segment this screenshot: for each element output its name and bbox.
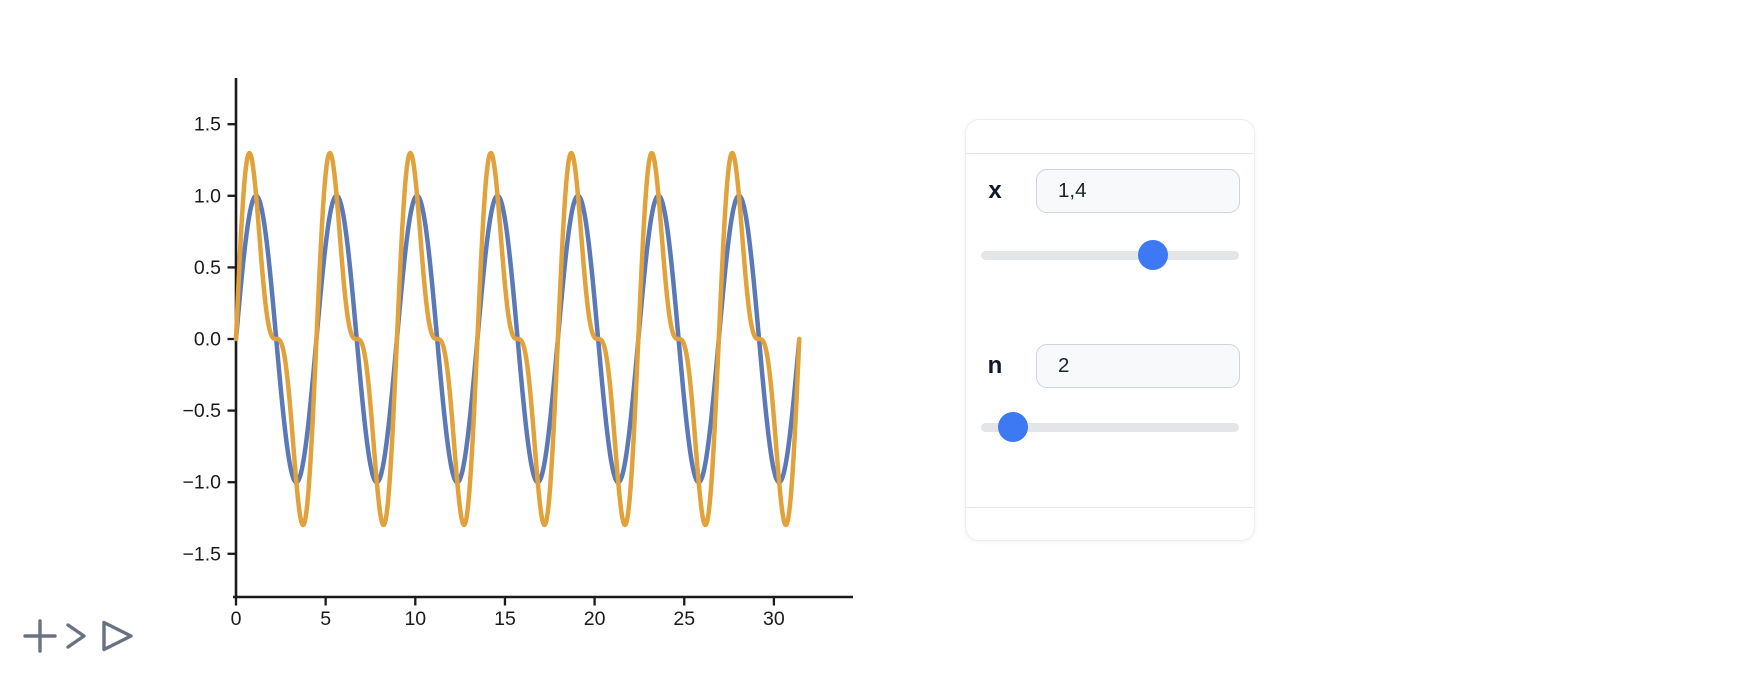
prompt-button[interactable] bbox=[66, 623, 86, 649]
slider-track[interactable] bbox=[981, 250, 1239, 260]
x-tick-label: 30 bbox=[763, 608, 785, 630]
card-top-divider bbox=[966, 153, 1254, 154]
slider-label-x: x bbox=[988, 177, 1002, 204]
y-tick-label: 1.0 bbox=[194, 185, 221, 207]
x-tick-label: 0 bbox=[231, 608, 242, 630]
slider-label-n: n bbox=[987, 352, 1003, 379]
x-tick-label: 20 bbox=[584, 608, 606, 630]
controls-card: x n bbox=[965, 119, 1255, 541]
y-tick-label: −1.0 bbox=[183, 472, 222, 494]
y-tick-label: 0.5 bbox=[194, 257, 221, 279]
cell-toolbar bbox=[22, 614, 144, 660]
slider-thumb[interactable] bbox=[998, 412, 1029, 442]
value-input-x[interactable] bbox=[1036, 169, 1240, 213]
x-tick-label: 15 bbox=[494, 608, 516, 630]
y-tick-label: 1.5 bbox=[194, 114, 221, 136]
value-input-n[interactable] bbox=[1036, 344, 1240, 388]
y-tick-label: 0.0 bbox=[194, 329, 221, 351]
y-tick-label: −1.5 bbox=[183, 543, 222, 565]
series-line-1 bbox=[233, 150, 802, 528]
card-bottom-divider bbox=[966, 507, 1254, 508]
play-icon bbox=[102, 620, 133, 652]
slider-x[interactable] bbox=[981, 240, 1239, 270]
y-tick-label: −0.5 bbox=[183, 400, 222, 422]
chevron-right-icon bbox=[66, 623, 86, 649]
slider-n[interactable] bbox=[981, 412, 1239, 442]
plus-icon bbox=[23, 619, 57, 653]
slider-track[interactable] bbox=[981, 422, 1239, 432]
x-tick-label: 25 bbox=[673, 608, 695, 630]
run-cell-button[interactable] bbox=[102, 620, 133, 652]
add-cell-button[interactable] bbox=[23, 619, 57, 653]
slider-thumb[interactable] bbox=[1138, 240, 1169, 270]
waveform-chart: 0 5 10 15 20 25 30 1.5 1.0 0.5 0.0 −0.5 −1.0 −1.5 bbox=[183, 78, 853, 630]
x-tick-label: 10 bbox=[404, 608, 426, 630]
x-tick-label: 5 bbox=[320, 608, 331, 630]
